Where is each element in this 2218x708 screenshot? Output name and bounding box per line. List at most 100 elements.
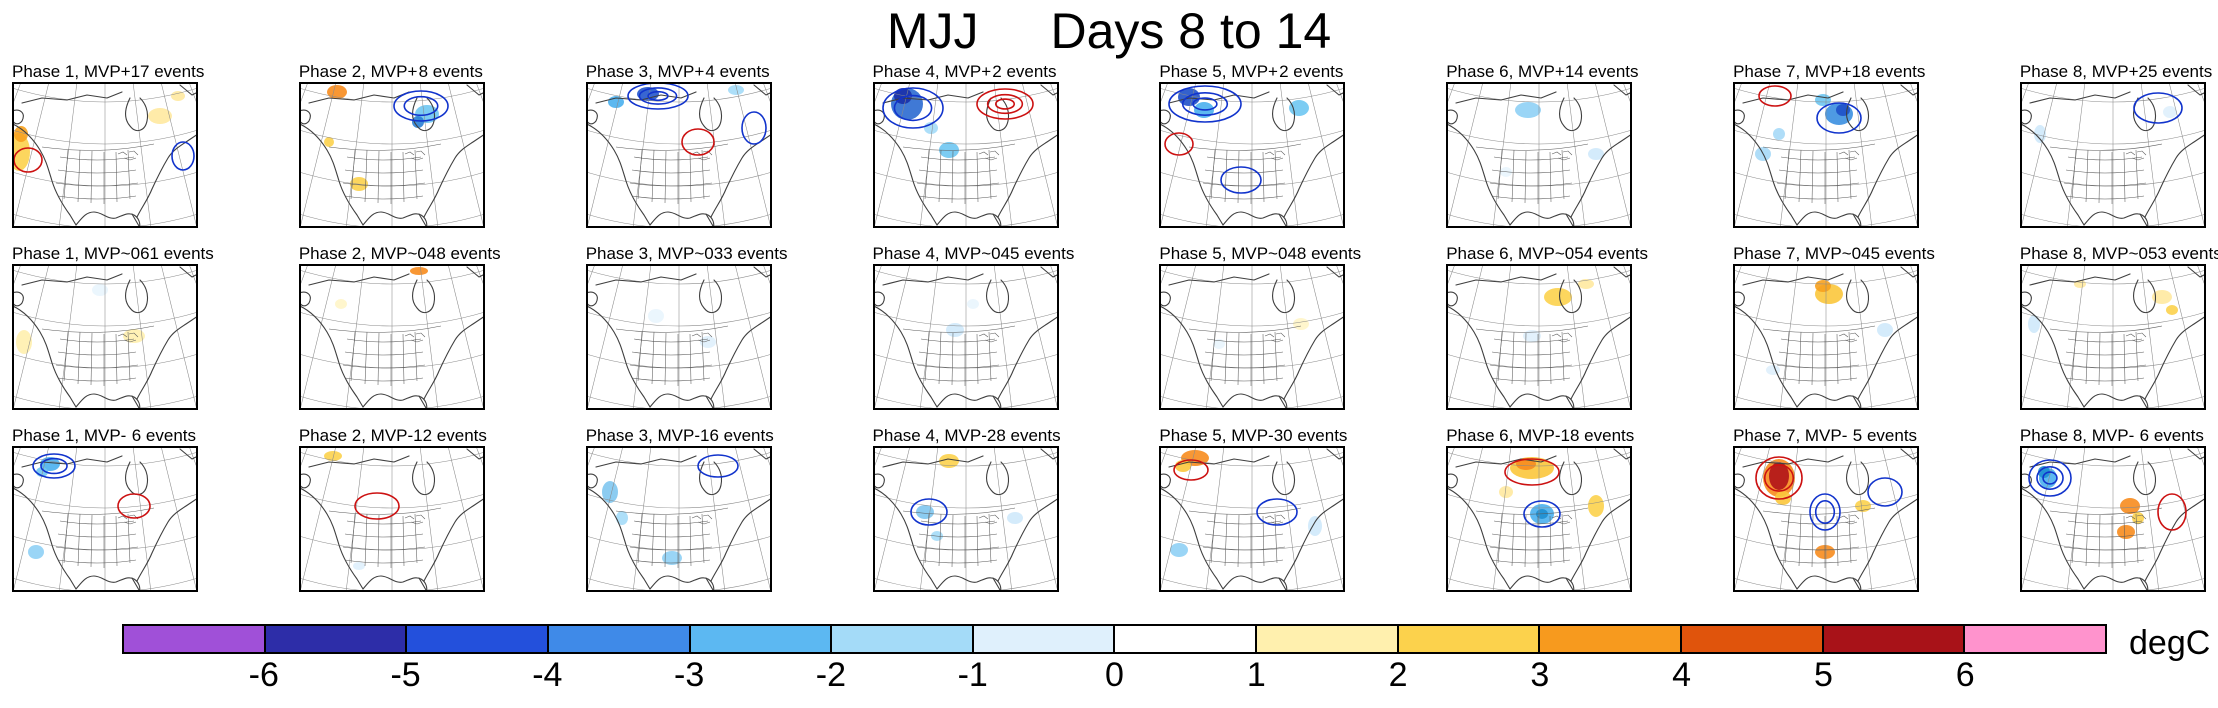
colorbar-tick: -6 (248, 656, 279, 694)
map-panel: Phase 6, MVP- 18 events (1446, 426, 1634, 592)
map-panel: Phase 5, MVP+ 2 events (1159, 62, 1346, 228)
colorbar-unit: degC (2129, 624, 2211, 662)
panel-events: 2 events (992, 62, 1057, 81)
panel-label: Phase 8, MVP~0 (2019, 244, 2148, 263)
map-canvas (1159, 82, 1346, 228)
map-canvas (1446, 82, 1633, 228)
shading-layer (334, 267, 428, 309)
contour-layer (1755, 456, 1903, 531)
panel-label: Phase 3, MVP- (585, 426, 701, 445)
shading-layer (647, 309, 716, 348)
panel-label: Phase 1, MVP- (12, 426, 127, 445)
map-panel: Phase 6, MVP+ 14 events (1446, 62, 1639, 228)
figure-title: MJJ Days 8 to 14 (0, 2, 2218, 60)
colorbar-segment (1682, 626, 1824, 652)
panel-label: Phase 6, MVP+ (1446, 62, 1565, 81)
panel-header: Phase 6, MVP+ 14 events (1446, 62, 1638, 82)
panel-header: Phase 2, MVP~0 48 events (298, 244, 501, 264)
panel-header: Phase 1, MVP+ 17 events (12, 62, 204, 82)
panel-grid: Phase 1, MVP+ 17 events Phase 2, MVP+ 8 eve… (0, 62, 2218, 592)
map-canvas (1159, 446, 1346, 592)
colorbar-segment (1398, 626, 1541, 652)
panel-events: 17 events (130, 62, 205, 81)
panel-label: Phase 8, MVP- (2019, 426, 2135, 445)
map-panel: Phase 5, MVP~0 48 events (1159, 244, 1361, 410)
panel-header: Phase 5, MVP~0 48 events (1159, 244, 1361, 264)
panel-header: Phase 3, MVP~0 33 events (586, 244, 788, 264)
shading-layer (1763, 459, 1872, 559)
panel-header: Phase 5, MVP+ 2 events (1159, 62, 1345, 82)
panel-events: 8 events (418, 62, 483, 81)
shading-layer (1766, 280, 1894, 375)
colorbar-tick: 5 (1813, 656, 1833, 694)
panel-header: Phase 4, MVP- 28 events (873, 426, 1061, 446)
map-panel: Phase 1, MVP- 6 events (12, 426, 198, 592)
contour-layer (32, 453, 151, 519)
colorbar-tick: 1 (1246, 656, 1266, 694)
panel-header: Phase 7, MVP~0 45 events (1733, 244, 1935, 264)
panel-events: 53 events (2147, 244, 2218, 263)
map-canvas (872, 264, 1059, 410)
title-season: MJJ (886, 3, 979, 59)
map-canvas (872, 446, 1059, 592)
panel-label: Phase 2, MVP~0 (298, 244, 427, 263)
map-canvas (1733, 82, 1920, 228)
map-canvas (1733, 446, 1920, 592)
panel-header: Phase 3, MVP- 16 events (585, 426, 774, 446)
colorbar-bar (122, 624, 2107, 654)
panel-header: Phase 2, MVP+ 8 events (299, 62, 485, 82)
shading-layer (1523, 279, 1595, 342)
panel-events: 33 events (713, 244, 788, 263)
panel-label: Phase 5, MVP+ (1159, 62, 1278, 81)
panel-label: Phase 7, MVP~0 (1733, 244, 1862, 263)
map-panel: Phase 4, MVP~0 45 events (872, 244, 1075, 410)
colorbar-segment (1540, 626, 1683, 652)
colorbar-segment (265, 626, 408, 652)
map-panel: Phase 8, MVP+ 25 events (2019, 62, 2212, 228)
shading-layer (2027, 280, 2178, 333)
colorbar-segment (1965, 626, 2105, 652)
shading-layer (12, 91, 185, 171)
panel-label: Phase 1, MVP~0 (12, 244, 141, 263)
panel-label: Phase 6, MVP~0 (1446, 244, 1575, 263)
map-canvas (12, 82, 198, 228)
map-canvas (2019, 264, 2206, 410)
panel-events: 25 events (2138, 62, 2213, 81)
colorbar: -6 -5 -4 -3 -2 -1 0 1 2 3 4 5 6 (122, 624, 2107, 696)
shading-layer (1500, 102, 1605, 177)
contour-layer (1164, 85, 1263, 194)
panel-events: 54 events (1574, 244, 1649, 263)
map-panel: Phase 3, MVP~0 33 events (585, 244, 788, 410)
map-panel: Phase 7, MVP- 5 events (1733, 426, 1920, 592)
shading-layer (323, 451, 365, 570)
panel-events: 45 events (1000, 244, 1075, 263)
panel-header: Phase 6, MVP~0 54 events (1446, 244, 1648, 264)
map-canvas (872, 82, 1059, 228)
colorbar-ticks: -6 -5 -4 -3 -2 -1 0 1 2 3 4 5 6 (122, 654, 2107, 696)
colorbar-tick: -1 (957, 656, 988, 694)
colorbar-segment (1823, 626, 1966, 652)
map-canvas (1733, 264, 1920, 410)
colorbar-tick: 0 (1105, 656, 1124, 694)
panel-header: Phase 1, MVP~0 61 events (12, 244, 214, 264)
panel-events: 48 events (426, 244, 501, 263)
contour-layer (1504, 458, 1562, 528)
colorbar-tick: 6 (1955, 656, 1975, 694)
map-panel: Phase 2, MVP- 12 events (298, 426, 487, 592)
colorbar-tick: -2 (815, 656, 847, 694)
shading-layer (915, 454, 1023, 541)
panel-events: 28 events (986, 426, 1061, 445)
map-panel: Phase 8, MVP- 6 events (2019, 426, 2206, 592)
colorbar-tick: -3 (674, 656, 705, 694)
map-canvas (298, 446, 485, 592)
panel-header: Phase 4, MVP~0 45 events (873, 244, 1075, 264)
panel-label: Phase 5, MVP- (1159, 426, 1274, 445)
map-panel: Phase 7, MVP~0 45 events (1733, 244, 1935, 410)
map-panel: Phase 3, MVP+ 4 events (585, 62, 772, 228)
panel-events: 5 events (1852, 426, 1918, 445)
contour-layer (1173, 459, 1299, 526)
panel-events: 6 events (131, 426, 196, 445)
panel-header: Phase 8, MVP+ 25 events (2020, 62, 2212, 82)
panel-label: Phase 3, MVP+ (585, 62, 705, 81)
panel-events: 30 events (1273, 426, 1348, 445)
